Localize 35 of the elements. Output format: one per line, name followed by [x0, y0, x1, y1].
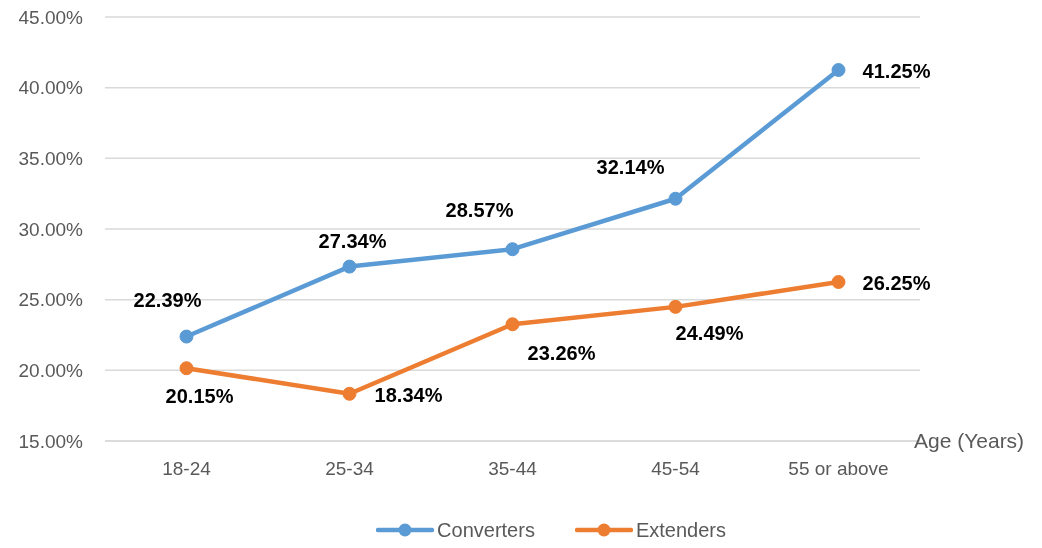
y-tick-label: 45.00% [18, 6, 84, 28]
y-tick-label: 40.00% [18, 77, 84, 99]
data-label: 27.34% [318, 229, 387, 252]
data-label: 22.39% [133, 288, 202, 311]
point [505, 317, 520, 332]
y-tick-label: 30.00% [18, 218, 84, 240]
point [505, 242, 520, 257]
point [668, 299, 683, 314]
point [342, 386, 357, 401]
x-axis-title: Age (Years) [914, 428, 1025, 454]
data-label: 23.26% [527, 342, 596, 365]
x-tick-label: 55 or above [788, 458, 889, 480]
data-label: 18.34% [374, 383, 443, 406]
data-label: 20.15% [165, 385, 234, 408]
y-tick-label: 35.00% [18, 148, 84, 170]
x-tick-label: 45-54 [651, 458, 701, 480]
point [179, 329, 194, 344]
x-tick-label: 25-34 [325, 458, 375, 480]
legend-label: Converters [437, 518, 535, 542]
y-tick-label: 20.00% [18, 360, 84, 382]
x-tick-label: 35-44 [488, 458, 538, 480]
y-tick-label: 15.00% [18, 430, 84, 452]
point [831, 63, 846, 77]
x-tick-label: 18-24 [162, 458, 212, 480]
data-label: 28.57% [445, 199, 514, 222]
data-label: 24.49% [675, 321, 744, 344]
data-label: 41.25% [862, 60, 931, 82]
point [342, 259, 357, 274]
legend-label: Extenders [635, 518, 726, 542]
data-label: 26.25% [862, 272, 931, 294]
data-label: 32.14% [596, 155, 665, 178]
point [179, 361, 194, 376]
y-tick-label: 25.00% [18, 289, 84, 311]
point [831, 275, 846, 289]
point [668, 191, 683, 206]
